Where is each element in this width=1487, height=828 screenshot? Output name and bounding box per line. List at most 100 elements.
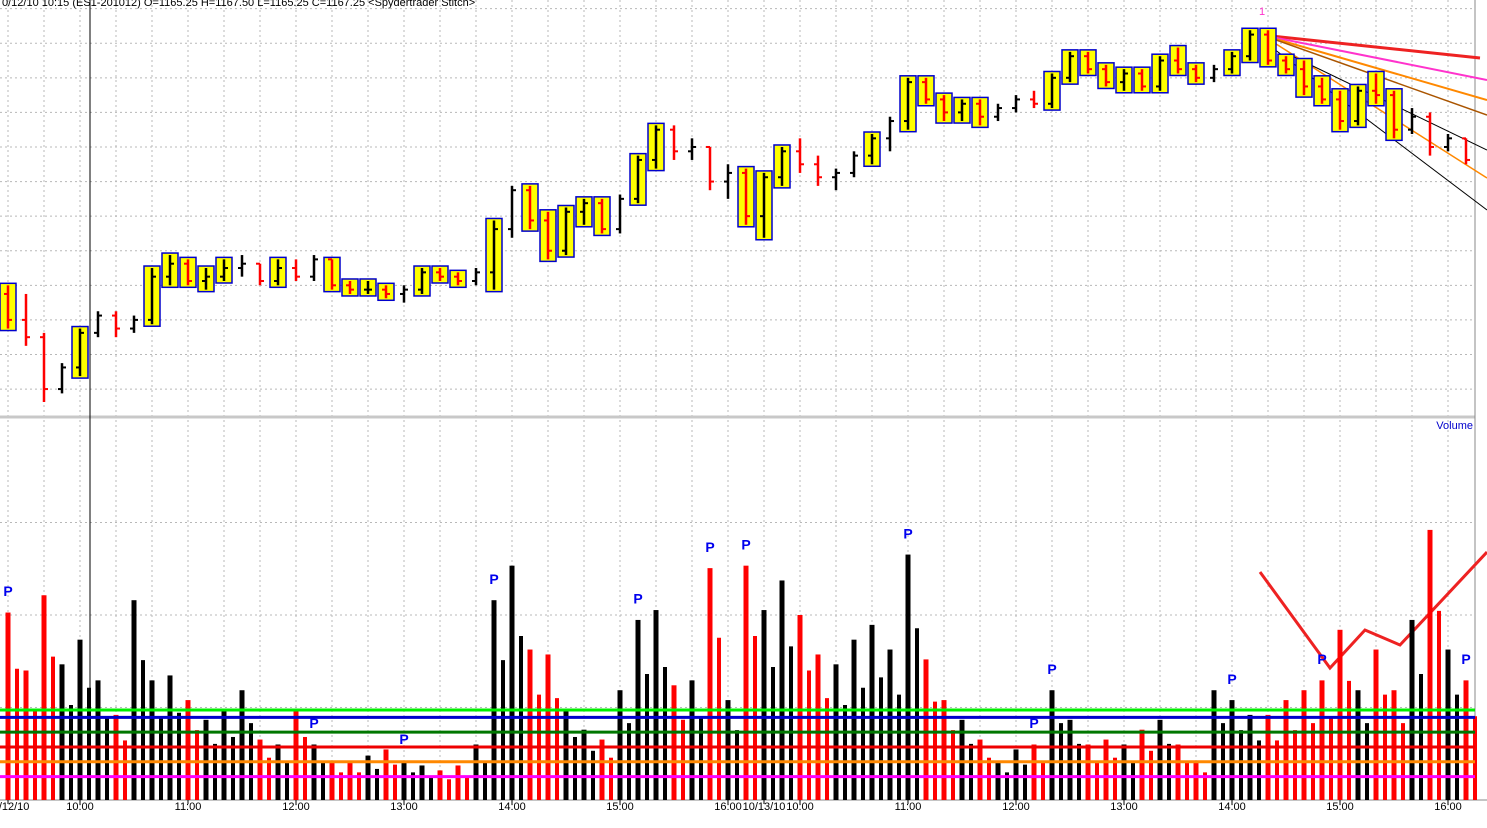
volume-bar bbox=[257, 739, 263, 800]
x-tick-label: 14:00 bbox=[1218, 801, 1246, 813]
volume-bar bbox=[707, 568, 713, 800]
volume-bar bbox=[95, 680, 101, 800]
volume-bar bbox=[77, 639, 83, 800]
volume-bar bbox=[437, 770, 443, 800]
volume-bar bbox=[545, 654, 551, 800]
volume-bar bbox=[167, 675, 173, 800]
marks: P P P P P P P P P P P P P 10/12/10 10:00 11:00 12:00 13:0… bbox=[0, 27, 1477, 813]
volume-bar bbox=[401, 760, 407, 800]
volume-bar bbox=[941, 700, 947, 800]
volume-bar bbox=[383, 749, 389, 800]
volume-label: Volume bbox=[1436, 420, 1473, 432]
volume-bar bbox=[1391, 690, 1397, 800]
volume-bar bbox=[149, 680, 155, 800]
volume-bar bbox=[185, 700, 191, 800]
p-annotation: P bbox=[903, 525, 912, 541]
volume-bar bbox=[815, 654, 821, 800]
volume-bar bbox=[1319, 680, 1325, 800]
volume-bar bbox=[473, 744, 479, 800]
volume-bar bbox=[725, 700, 731, 800]
volume-bar bbox=[887, 649, 893, 800]
volume-bar bbox=[455, 765, 461, 800]
volume-bar bbox=[743, 565, 749, 800]
volume-bar bbox=[347, 760, 353, 800]
volume-bar bbox=[1067, 719, 1073, 800]
volume-bar bbox=[491, 600, 497, 800]
x-tick-label: 14:00 bbox=[498, 801, 526, 813]
p-annotation: P bbox=[1029, 715, 1038, 731]
x-tick-label: 10/12/10 bbox=[0, 801, 29, 813]
volume-bar bbox=[1247, 714, 1253, 800]
volume-bar bbox=[23, 670, 29, 800]
volume-bar bbox=[203, 719, 209, 800]
volume-bar bbox=[1031, 744, 1037, 800]
chart-title: 0/12/10 10:15 (ES1-201012) O=1165.25 H=1… bbox=[2, 0, 475, 9]
volume-bar bbox=[761, 610, 767, 800]
volume-bar bbox=[1013, 749, 1019, 800]
volume-bar bbox=[1265, 714, 1271, 800]
volume-bar bbox=[977, 739, 983, 800]
p-annotation: P bbox=[489, 571, 498, 587]
volume-bar bbox=[293, 709, 299, 800]
p-annotation: P bbox=[399, 731, 408, 747]
p-annotation: P bbox=[1047, 661, 1056, 677]
volume-bar bbox=[275, 744, 281, 800]
x-tick-label: 16:00 bbox=[1434, 801, 1462, 813]
p-annotation: P bbox=[309, 715, 318, 731]
volume-bar bbox=[617, 690, 623, 800]
p-annotation: P bbox=[1461, 651, 1470, 667]
x-tick-label: 13:00 bbox=[390, 801, 418, 813]
volume-bar bbox=[851, 639, 857, 800]
volume-bar bbox=[1427, 529, 1433, 800]
volume-bar bbox=[1229, 700, 1235, 800]
volume-bar bbox=[1121, 744, 1127, 800]
volume-bar bbox=[869, 624, 875, 800]
volume-bar bbox=[563, 709, 569, 800]
volume-bar bbox=[581, 729, 587, 800]
volume-bar bbox=[1139, 729, 1145, 800]
volume-bar bbox=[221, 709, 227, 800]
x-tick-label: 11:00 bbox=[175, 801, 202, 813]
x-tick-label: 12:00 bbox=[282, 801, 310, 813]
volume-bar bbox=[509, 565, 515, 800]
x-tick-label: 12:00 bbox=[1002, 801, 1030, 813]
p-annotation: P bbox=[741, 536, 750, 552]
volume-bar bbox=[311, 744, 317, 800]
volume-bar bbox=[239, 690, 245, 800]
x-tick-label: 10:00 bbox=[786, 801, 814, 813]
volume-bar bbox=[1193, 760, 1199, 800]
volume-bar bbox=[959, 719, 965, 800]
volume-bar bbox=[1283, 700, 1289, 800]
volume-bar bbox=[599, 739, 605, 800]
volume-bar bbox=[1301, 690, 1307, 800]
volume-bar bbox=[1049, 690, 1055, 800]
volume-bar bbox=[1103, 739, 1109, 800]
x-tick-label: 13:00 bbox=[1110, 801, 1138, 813]
volume-bar bbox=[995, 760, 1001, 800]
volume-bar bbox=[797, 615, 803, 800]
volume-bar bbox=[113, 714, 119, 800]
volume-bar bbox=[689, 680, 695, 800]
volume-bar bbox=[905, 554, 911, 800]
volume-bar bbox=[1373, 649, 1379, 800]
volume-bar bbox=[419, 765, 425, 800]
trend-line bbox=[1261, 33, 1481, 60]
x-tick-label: 15:00 bbox=[606, 801, 634, 813]
x-tick-label: 10/13/10 bbox=[743, 801, 786, 813]
volume-bar bbox=[1355, 690, 1361, 800]
volume-bar bbox=[653, 610, 659, 800]
volume-bar bbox=[527, 649, 533, 800]
x-tick-label: 10:00 bbox=[66, 801, 94, 813]
volume-bar bbox=[1337, 629, 1343, 800]
p-annotation: P bbox=[633, 591, 642, 607]
volume-bar bbox=[1157, 719, 1163, 800]
p-annotation: P bbox=[1317, 651, 1326, 667]
volume-bar bbox=[131, 600, 137, 800]
x-tick-label: 15:00 bbox=[1326, 801, 1354, 813]
x-tick-label: 11:00 bbox=[895, 801, 922, 813]
volume-bar bbox=[1445, 649, 1451, 800]
p-annotation: P bbox=[3, 583, 12, 599]
volume-bar bbox=[1175, 744, 1181, 800]
volume-bar bbox=[923, 659, 929, 800]
